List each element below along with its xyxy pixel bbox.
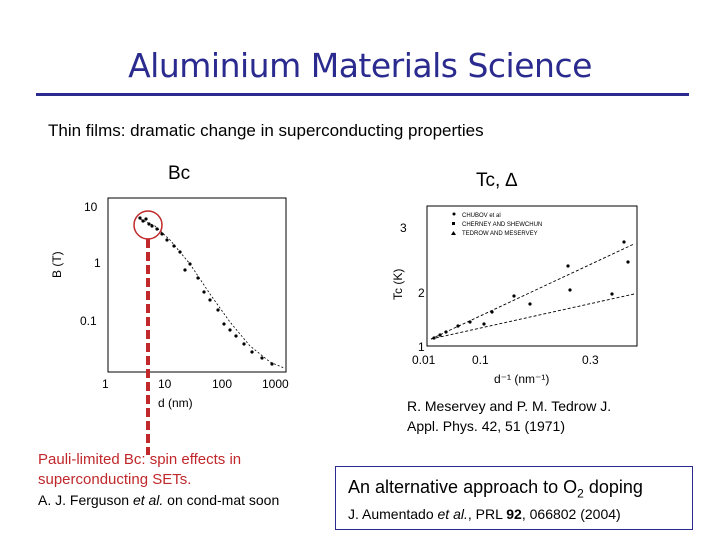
legend-marker (452, 212, 456, 216)
data-point (250, 350, 254, 354)
data-point (270, 362, 274, 366)
left-fit-curve (139, 218, 285, 369)
aumentado-reference: J. Aumentado et al., PRL 92, 066802 (200… (348, 506, 621, 522)
data-point (468, 320, 472, 324)
data-point (566, 264, 570, 268)
lower-trend-line (430, 293, 635, 340)
right-y-tick: 3 (400, 221, 407, 235)
alt-title-sub: 2 (577, 486, 584, 501)
data-point (150, 224, 154, 228)
data-point (216, 308, 220, 312)
ferguson-reference: A. J. Ferguson et al. on cond-mat soon (38, 492, 279, 508)
data-point (165, 238, 169, 242)
aumentado-authors: J. Aumentado (348, 506, 438, 522)
legend-label: CHUBOV et al (462, 213, 501, 219)
slide-title: Aluminium Materials Science (128, 46, 592, 85)
aumentado-journal: , PRL (467, 506, 507, 522)
alt-title-pre: An alternative approach to O (348, 477, 578, 497)
legend-marker (452, 222, 455, 225)
data-point (528, 302, 532, 306)
aumentado-rest: , 066802 (2004) (521, 506, 621, 522)
data-point (183, 268, 187, 272)
data-point (260, 356, 264, 360)
data-point (610, 292, 614, 296)
data-point (456, 324, 460, 328)
right-plot-frame (426, 205, 638, 347)
alternative-approach-box (335, 466, 693, 530)
tc-header: Tc, ∆ (476, 170, 518, 191)
right-x-tick: 0.1 (472, 353, 489, 367)
left-x-axis-label: d (nm) (158, 396, 193, 410)
left-y-tick: 1 (94, 256, 101, 270)
ferguson-etal: et al. (132, 492, 164, 508)
left-x-tick: 10 (158, 377, 172, 391)
right-x-axis-label: d⁻¹ (nm⁻¹) (494, 372, 550, 386)
meservey-reference-line1: R. Meservey and P. M. Tedrow J. (407, 398, 612, 414)
data-point (160, 232, 164, 236)
data-point (482, 322, 486, 326)
upper-trend-line (430, 243, 635, 340)
left-y-tick: 10 (84, 200, 98, 214)
right-x-tick: 0.3 (582, 353, 599, 367)
right-x-tick: 0.01 (412, 353, 436, 367)
ferguson-authors: A. J. Ferguson (38, 492, 133, 508)
right-plot-points (432, 240, 630, 340)
left-x-tick: 1000 (262, 377, 289, 391)
data-point (512, 294, 516, 298)
left-y-tick: 0.1 (80, 314, 97, 328)
ferguson-rest: on cond-mat soon (163, 492, 280, 508)
left-x-tick: 100 (212, 377, 233, 391)
data-point (626, 260, 630, 264)
data-point (234, 334, 238, 338)
data-point (622, 240, 626, 244)
data-point (208, 298, 212, 302)
data-point (432, 336, 436, 340)
data-point (138, 216, 142, 220)
meservey-reference-line2: Appl. Phys. 42, 51 (1971) (407, 418, 565, 434)
title-underline (36, 93, 689, 96)
aumentado-etal: et al. (437, 506, 468, 522)
left-plot-frame (107, 197, 287, 373)
data-point (222, 322, 226, 326)
data-point (242, 342, 246, 346)
data-point (438, 333, 442, 337)
data-point (444, 330, 448, 334)
legend-label: CHERNEY AND SHEWCHUN (462, 222, 542, 228)
data-point (202, 290, 206, 294)
legend-marker (451, 231, 456, 235)
data-point (490, 310, 494, 314)
pauli-limited-title: Pauli-limited Bc: spin effects in superc… (38, 451, 242, 488)
left-x-tick: 1 (102, 377, 109, 391)
aumentado-volume: 92 (506, 506, 522, 522)
slide-subtitle: Thin films: dramatic change in supercond… (48, 121, 484, 140)
data-point (228, 328, 232, 332)
left-plot-points (138, 216, 274, 366)
data-point (141, 219, 145, 223)
bc-header: Bc (168, 163, 191, 184)
legend-label: TEDROW AND MESERVEY (462, 231, 538, 237)
right-y-tick: 2 (418, 286, 425, 300)
alternative-approach-title: An alternative approach to O2 doping (348, 477, 643, 501)
right-y-tick: 1 (418, 340, 425, 354)
data-point (144, 217, 148, 221)
data-point (568, 288, 572, 292)
alt-title-post: doping (583, 477, 643, 497)
